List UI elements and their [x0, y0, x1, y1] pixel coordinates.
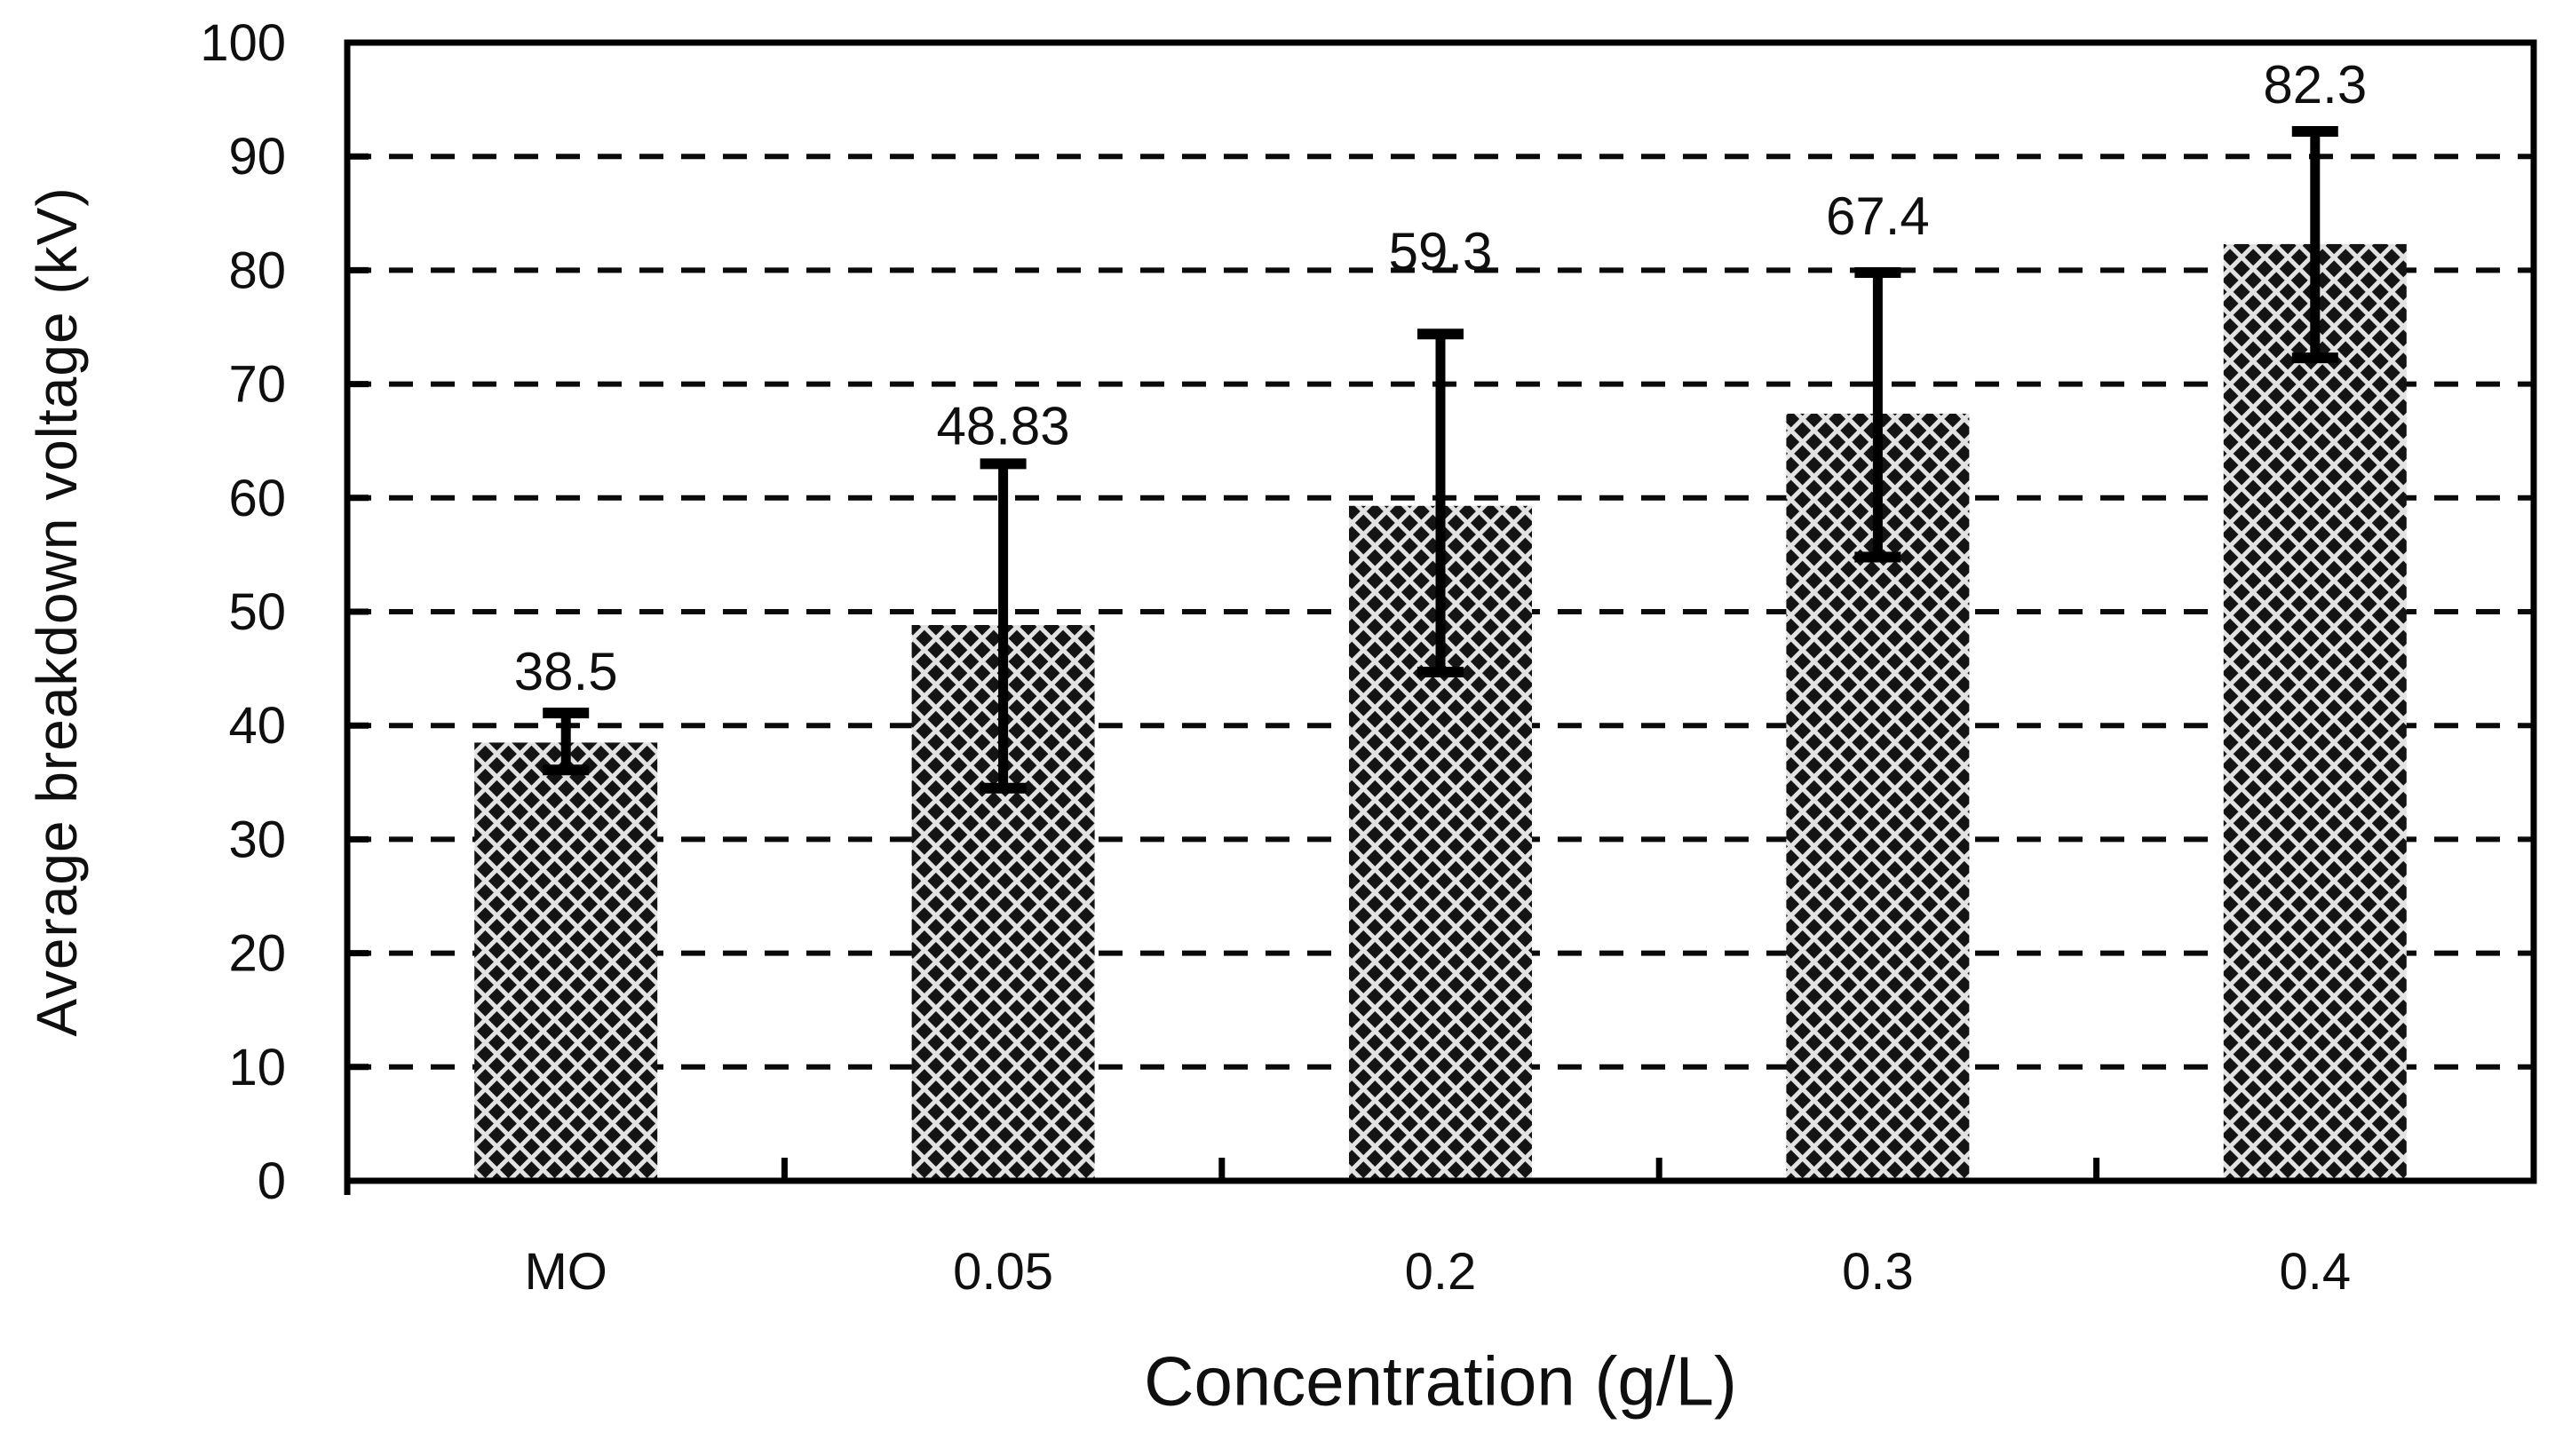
y-tick-label: 0 [258, 1152, 286, 1210]
bar [474, 742, 658, 1181]
y-tick-label: 70 [228, 356, 286, 414]
y-tick-label: 60 [228, 470, 286, 527]
bar-value-label: 82.3 [2263, 55, 2367, 115]
plot-border [344, 39, 2537, 1184]
bar-value-label: 48.83 [937, 396, 1070, 455]
y-tick-label: 50 [228, 583, 286, 641]
x-tick-label: 0.4 [2279, 1243, 2351, 1301]
x-tick-label: MO [524, 1243, 607, 1301]
y-tick-label: 10 [228, 1039, 286, 1096]
y-tick-label: 90 [228, 128, 286, 186]
y-tick-label: 20 [228, 925, 286, 983]
bar-value-label: 67.4 [1826, 186, 1930, 246]
bar-value-label: 59.3 [1389, 222, 1493, 281]
x-tick-label: 0.05 [953, 1243, 1053, 1301]
y-tick-label: 80 [228, 241, 286, 299]
y-tick-label: 100 [200, 14, 286, 72]
bar [2223, 243, 2407, 1181]
x-axis-title: Concentration (g/L) [1144, 1341, 1737, 1420]
x-tick-label: 0.3 [1842, 1243, 1914, 1301]
y-axis-title: Average breakdown voltage (kV) [25, 186, 89, 1037]
y-tick-label: 30 [228, 811, 286, 868]
x-tick-label: 0.2 [1405, 1243, 1477, 1301]
y-tick-label: 40 [228, 697, 286, 755]
bar-value-label: 38.5 [514, 642, 618, 701]
